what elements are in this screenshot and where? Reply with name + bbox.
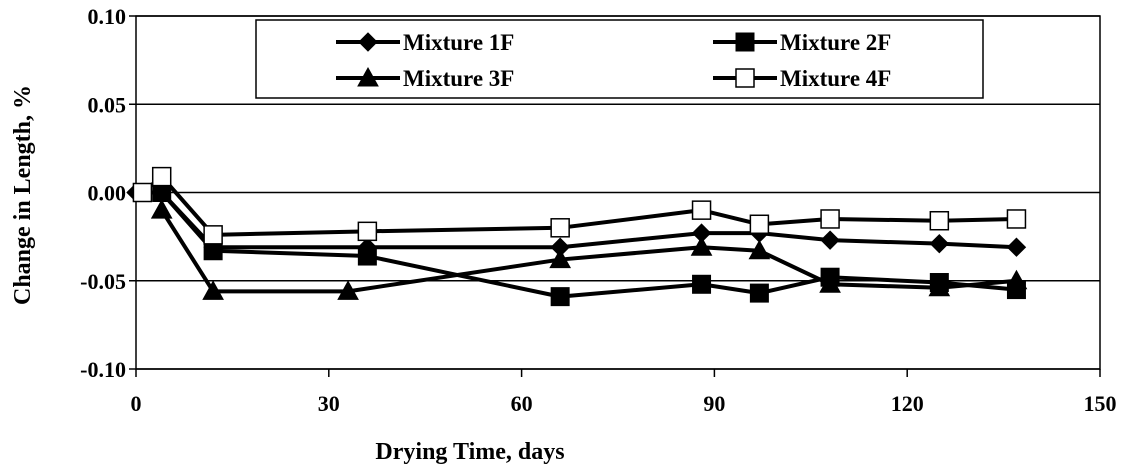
data-point [550,218,570,238]
x-tick-label: 30 [318,391,340,416]
legend-item: Mixture 4F [713,66,891,91]
data-point [692,274,712,294]
data-point [748,239,771,260]
data-point [749,283,769,303]
legend-marker [735,32,755,52]
data-point [819,273,841,293]
y-tick-label: -0.05 [80,269,126,294]
data-point [550,287,570,307]
data-point [151,166,172,187]
legend-item: Mixture 1F [336,30,514,55]
y-tick-label: -0.10 [80,357,126,382]
data-point [1006,237,1027,257]
y-tick-label: 0.05 [88,92,127,117]
data-point [929,233,950,254]
data-point [202,280,224,300]
legend-marker [358,32,378,52]
series-3 [150,199,1028,300]
series-group [126,166,1028,307]
data-point [203,225,223,245]
y-tick-label: 0.00 [88,181,127,206]
data-point [549,248,572,269]
data-point [1006,209,1027,229]
y-tick-label: 0.10 [88,4,127,29]
legend-item: Mixture 2F [713,30,891,55]
x-tick-label: 120 [891,391,924,416]
x-tick-label: 150 [1084,391,1117,416]
data-point [150,199,173,219]
data-point [1005,269,1028,290]
x-axis-title: Drying Time, days [375,439,564,465]
legend-item: Mixture 3F [336,66,514,91]
data-point [357,246,377,266]
x-tick-label: 60 [511,391,533,416]
data-point [820,209,840,229]
series-4 [132,166,1027,245]
data-point [820,230,840,250]
legend: Mixture 1F Mixture 2F Mixture 3F Mixture 4F [255,19,984,99]
legend-label: Mixture 2F [780,30,891,55]
data-point [928,276,951,297]
data-point [357,221,378,242]
series-line [141,174,1017,237]
data-point [929,210,950,231]
data-point [749,214,770,235]
legend-label: Mixture 4F [780,66,891,91]
x-tick-label: 0 [131,391,142,416]
legend-label: Mixture 1F [403,30,514,55]
legend-label: Mixture 3F [403,66,514,91]
x-tick-label: 90 [703,391,725,416]
data-point [691,200,712,220]
data-point [690,236,713,256]
legend-marker [735,68,755,88]
data-point [337,280,359,300]
y-axis-title: Change in Length, % [10,85,36,305]
legend-marker [357,66,379,87]
data-point [132,182,153,203]
